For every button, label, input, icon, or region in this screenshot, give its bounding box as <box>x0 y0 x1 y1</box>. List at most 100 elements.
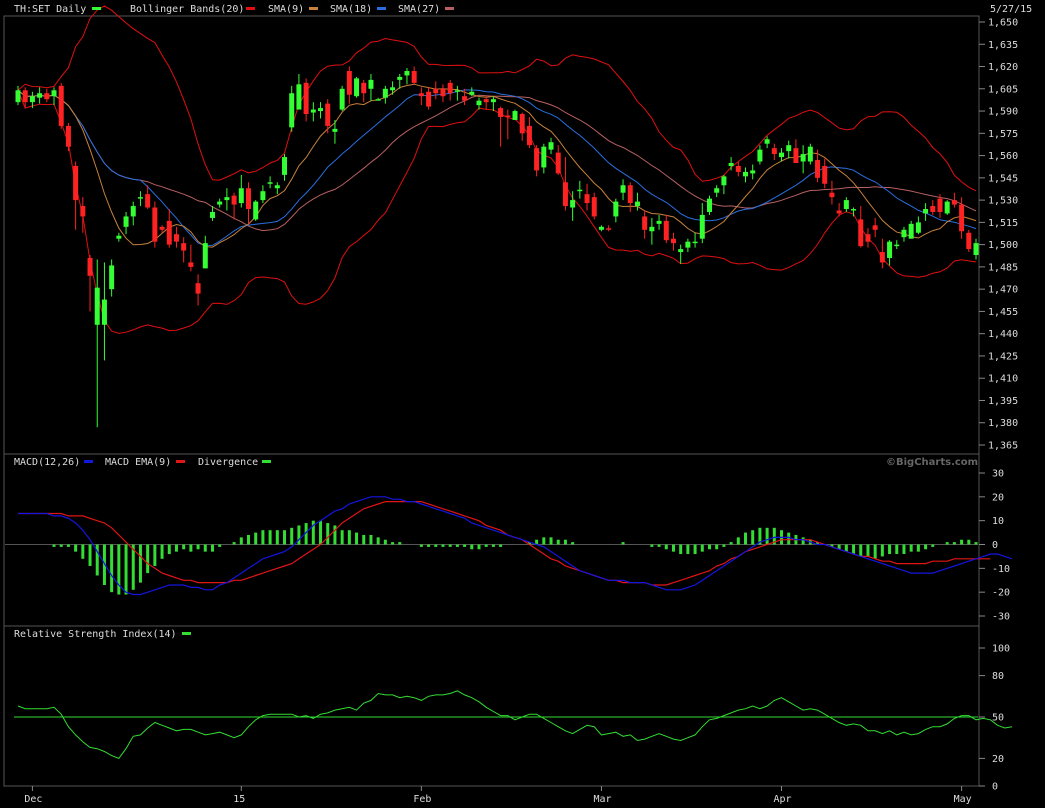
divergence-bar <box>376 537 380 545</box>
candle-body <box>130 206 136 217</box>
divergence-bar <box>679 544 683 555</box>
candle-body <box>433 88 439 94</box>
price-tick-label: 1,605 <box>988 84 1018 95</box>
price-panel: 1,650 1,635 1,620 1,605 1,590 1,575 1,560 1,545… <box>3 5 1018 455</box>
macd-legend: MACD(12,26) MACD EMA(9) Divergence ©BigC… <box>14 457 978 468</box>
bollinger-lower-line <box>17 90 977 334</box>
divergence-bar <box>203 544 207 552</box>
divergence-bar <box>888 544 892 555</box>
divergence-bar <box>909 544 913 552</box>
candle-body <box>620 185 626 193</box>
divergence-bar <box>765 527 769 545</box>
candle-body <box>577 189 583 192</box>
divergence-bar <box>326 523 330 545</box>
x-tick-label: Mar <box>593 794 611 805</box>
candle-body <box>332 128 338 132</box>
candle-body <box>692 241 698 244</box>
candle-body <box>109 265 115 290</box>
divergence-bar <box>333 525 337 545</box>
price-tick-label: 1,365 <box>988 441 1018 452</box>
macd-tick-label: 10 <box>992 516 1004 527</box>
divergence-bar <box>455 544 459 547</box>
candle-body <box>771 148 777 155</box>
divergence-bar <box>664 544 668 550</box>
divergence-bar <box>283 530 287 545</box>
divergence-bar <box>952 542 956 545</box>
macd-panel-frame <box>3 453 980 627</box>
candle-body <box>217 201 223 205</box>
candle-body <box>908 223 914 239</box>
divergence-bar <box>52 544 56 547</box>
candle-body <box>606 228 612 230</box>
candle-body <box>37 93 43 98</box>
rsi-panel: 100 80 50 20 0 <box>3 625 1013 793</box>
candle-body <box>195 283 201 294</box>
candle-body <box>375 99 381 101</box>
divergence-bar <box>707 544 711 550</box>
divergence-bar <box>138 544 142 583</box>
divergence-bar <box>196 544 200 550</box>
divergence-bar <box>441 544 445 547</box>
candle-body <box>829 192 835 198</box>
candle-body <box>584 194 590 204</box>
rsi-legend-swatch <box>182 632 191 635</box>
symbol-legend-swatch <box>92 7 101 10</box>
candle-body <box>231 195 237 205</box>
divergence-bar <box>167 544 171 555</box>
candle-body <box>490 99 496 103</box>
price-tick-label: 1,530 <box>988 196 1018 207</box>
candle-body <box>627 185 633 204</box>
divergence-bar <box>830 544 834 547</box>
candle-body <box>483 99 489 103</box>
macd-lines <box>18 496 1013 596</box>
candle-body <box>411 70 417 83</box>
divergence-bar <box>218 544 222 547</box>
macd-ema-line <box>18 501 991 586</box>
divergence-bar <box>844 544 848 552</box>
candle-body <box>670 238 676 244</box>
divergence-bar <box>563 539 567 545</box>
divergence-bar <box>556 539 560 545</box>
macd-line <box>18 496 1013 596</box>
divergence-bar <box>527 542 531 545</box>
candle-body <box>973 243 979 256</box>
candle-body <box>224 197 230 201</box>
candle-body <box>894 244 900 247</box>
price-tick-label: 1,395 <box>988 396 1018 407</box>
candle-body <box>851 209 857 211</box>
divergence-bar <box>535 539 539 545</box>
divergence-bar <box>801 537 805 545</box>
candle-body <box>879 252 885 263</box>
candle-body <box>923 209 929 214</box>
candle-body <box>65 125 71 147</box>
price-tick-label: 1,545 <box>988 173 1018 184</box>
x-tick-label: Dec <box>24 794 42 805</box>
macd-y-axis: 30 20 10 0 -10 -20 -30 <box>979 469 1010 623</box>
price-tick-label: 1,635 <box>988 40 1018 51</box>
candle-body <box>562 182 568 207</box>
bollinger-bands <box>17 5 977 334</box>
candle-body <box>318 108 324 112</box>
divergence-bar <box>873 544 877 559</box>
divergence-bar <box>484 544 488 547</box>
sma9-label: SMA(9) <box>268 4 304 15</box>
candle-body <box>706 198 712 212</box>
rsi-y-axis: 100 80 50 20 0 <box>979 644 1010 793</box>
divergence-bar <box>434 544 438 547</box>
divergence-bar <box>657 544 661 547</box>
sma27-line <box>17 89 977 232</box>
rsi-line <box>17 690 1013 760</box>
divergence-bar <box>700 544 704 552</box>
candle-body <box>440 88 446 97</box>
candle-body <box>807 146 813 162</box>
candle-body <box>123 216 129 227</box>
divergence-bar <box>787 532 791 545</box>
candle-body <box>555 152 561 174</box>
x-tick-label: 15 <box>233 794 245 805</box>
divergence-bar <box>347 530 351 545</box>
divergence-legend-swatch <box>262 460 271 463</box>
divergence-bar <box>88 544 92 566</box>
candle-body <box>296 84 302 110</box>
candle-body <box>930 206 936 212</box>
macd-ema-legend-swatch <box>176 460 185 463</box>
